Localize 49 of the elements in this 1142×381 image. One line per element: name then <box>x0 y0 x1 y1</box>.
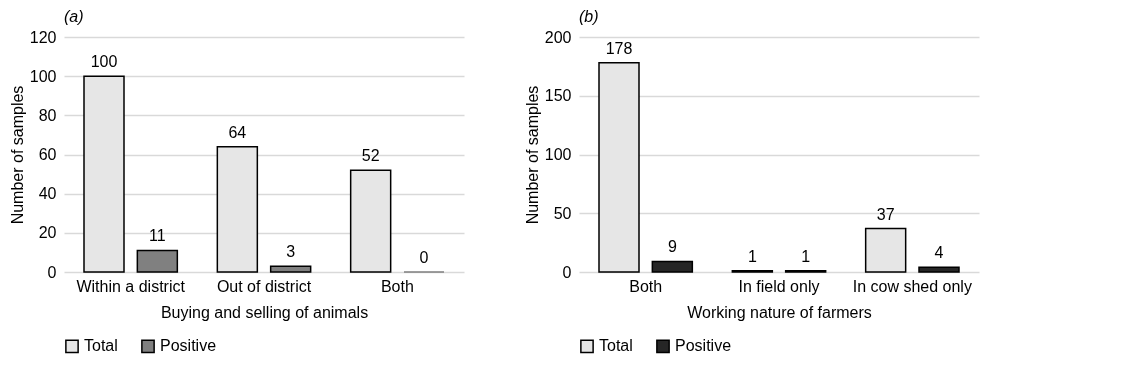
data-label: 4 <box>934 244 944 262</box>
y-tick-label: 50 <box>553 204 572 222</box>
x-axis-title: Working nature of farmers <box>687 303 872 321</box>
legend-label: Total <box>599 337 633 355</box>
data-label: 9 <box>667 238 677 256</box>
y-tick-label: 120 <box>29 28 57 46</box>
data-label: 0 <box>419 249 429 266</box>
x-axis-title: Buying and selling of animals <box>160 303 369 321</box>
y-tick-label: 100 <box>544 146 572 163</box>
bar <box>349 169 392 273</box>
x-tick-label: Both <box>380 277 414 295</box>
x-tick-label: Both <box>629 277 663 295</box>
legend-label: Positive <box>675 337 732 355</box>
y-tick-label: 20 <box>38 224 57 242</box>
y-tick-label: 60 <box>38 146 57 163</box>
y-tick-label: 100 <box>29 67 57 85</box>
data-label: 178 <box>605 39 633 57</box>
data-label: 1 <box>801 247 811 265</box>
bar <box>864 227 907 273</box>
data-label: 64 <box>228 123 247 141</box>
y-tick-label: 40 <box>38 185 57 203</box>
bar <box>269 265 312 273</box>
y-tick-label: 200 <box>544 28 572 46</box>
data-label: 100 <box>90 53 118 71</box>
data-label: 3 <box>286 243 296 261</box>
data-label: 52 <box>361 147 380 165</box>
x-tick-label: In field only <box>738 277 820 295</box>
legend-label: Total <box>84 337 118 355</box>
y-tick-label: 80 <box>38 106 57 124</box>
data-label: 1 <box>747 247 757 265</box>
data-label: 37 <box>876 205 895 223</box>
y-tick-label: 0 <box>562 263 572 281</box>
bar <box>83 75 125 273</box>
bar <box>598 62 640 273</box>
x-tick-label: In cow shed only <box>852 277 972 295</box>
bar <box>651 260 694 273</box>
data-label: 11 <box>149 227 166 245</box>
x-tick-label: Within a district <box>76 277 186 295</box>
chart-title: (b) <box>579 8 599 25</box>
y-tick-label: 0 <box>47 263 57 281</box>
bar <box>136 249 179 273</box>
legend-label: Positive <box>160 337 217 355</box>
y-tick-label: 150 <box>544 87 572 105</box>
bar <box>216 145 259 273</box>
chart-title: (a) <box>64 8 84 25</box>
x-tick-label: Out of district <box>216 277 312 295</box>
y-axis-title: Number of samples <box>523 85 541 225</box>
bar <box>918 266 960 273</box>
y-axis-title: Number of samples <box>8 85 26 225</box>
